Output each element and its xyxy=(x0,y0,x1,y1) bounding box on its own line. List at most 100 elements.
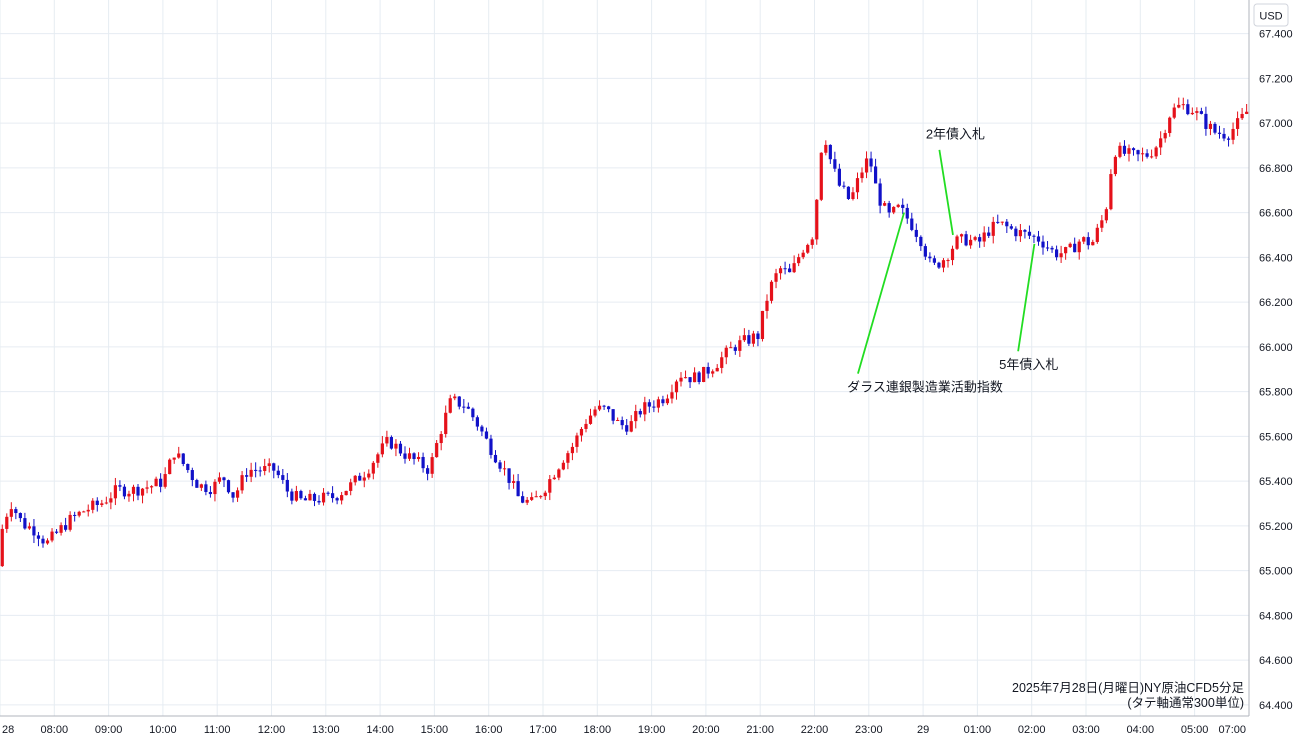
candle xyxy=(1045,241,1050,252)
candle xyxy=(95,497,99,512)
candle xyxy=(412,452,416,465)
candle xyxy=(398,440,403,457)
candle-body xyxy=(502,468,507,470)
candle xyxy=(444,405,448,438)
candle-body xyxy=(276,470,280,476)
candle-body xyxy=(855,178,860,193)
candle xyxy=(864,151,869,179)
candle-body xyxy=(1113,156,1118,175)
candle xyxy=(1235,111,1240,136)
candle-body xyxy=(724,347,728,358)
candle xyxy=(715,364,719,372)
candle xyxy=(344,490,348,496)
candle-body xyxy=(928,256,932,259)
x-tick-label: 20:00 xyxy=(692,724,720,736)
candle-body xyxy=(235,490,240,498)
candle xyxy=(186,463,190,473)
candle-body xyxy=(181,453,185,464)
candle-body xyxy=(254,469,258,471)
candle-body xyxy=(5,516,9,529)
annotation-line xyxy=(938,149,954,236)
candle-body xyxy=(991,221,995,236)
candle-body xyxy=(204,484,208,492)
candle xyxy=(0,524,4,567)
candle xyxy=(616,417,620,422)
candle xyxy=(733,344,737,355)
candle xyxy=(1000,221,1004,226)
candle-body xyxy=(941,260,946,268)
candle xyxy=(525,496,529,506)
candle xyxy=(131,484,136,502)
x-tick-label: 17:00 xyxy=(529,724,557,736)
price-axis[interactable]: 67.400 67.200 67.000 66.800 66.600 66.400 66.2… xyxy=(1259,29,1293,712)
candle xyxy=(783,261,787,275)
candle xyxy=(484,427,489,440)
candle xyxy=(665,394,670,406)
candle xyxy=(1190,107,1194,116)
candle xyxy=(792,255,796,274)
x-tick-label: 15:00 xyxy=(421,724,449,736)
currency-badge[interactable]: USD xyxy=(1253,3,1289,27)
candle xyxy=(828,144,832,164)
candle-body xyxy=(371,462,375,474)
candle-body xyxy=(869,158,873,167)
candle xyxy=(1036,230,1041,246)
candle xyxy=(801,249,805,260)
candle-body xyxy=(73,514,77,516)
candle-body xyxy=(778,268,783,274)
candle-body xyxy=(1177,104,1181,108)
candle xyxy=(340,491,344,505)
candle-body xyxy=(530,497,534,500)
candles xyxy=(0,97,1249,567)
candle xyxy=(163,467,167,489)
candle xyxy=(122,484,127,500)
candle-body xyxy=(1213,123,1217,133)
candle xyxy=(330,486,335,503)
candle xyxy=(1023,229,1027,239)
candle xyxy=(32,518,36,544)
candle xyxy=(335,496,339,505)
candle-body xyxy=(864,158,869,173)
x-tick-label: 03:00 xyxy=(1072,724,1100,736)
candle xyxy=(226,479,231,494)
candle xyxy=(380,436,384,458)
candle xyxy=(629,415,633,433)
currency-badge-box xyxy=(1253,3,1289,27)
candle xyxy=(742,328,746,343)
candle xyxy=(272,462,276,479)
candle xyxy=(774,268,778,289)
candle-body xyxy=(349,482,353,491)
candle xyxy=(118,480,122,492)
candle-body xyxy=(588,415,593,424)
candle-body xyxy=(919,236,923,247)
time-axis[interactable]: 28 08:00 09:00 10:00 11:00 12:00 13:00 14:00 15:… xyxy=(2,724,1246,736)
candle-body xyxy=(330,493,335,499)
candle-body xyxy=(258,470,262,472)
candle xyxy=(987,226,991,239)
candle xyxy=(1154,145,1158,159)
candle xyxy=(937,261,941,269)
candle xyxy=(901,198,905,215)
candle-body xyxy=(136,486,140,496)
candle-body xyxy=(873,166,878,184)
candle-body xyxy=(475,417,479,427)
candle-body xyxy=(914,229,918,237)
candle-body xyxy=(534,496,538,498)
candle-body xyxy=(1023,230,1027,232)
candle-body xyxy=(335,498,339,501)
candle-body xyxy=(1027,231,1032,236)
candle-body xyxy=(548,479,552,493)
candle-body xyxy=(394,443,398,449)
candle-body xyxy=(1064,247,1068,254)
candle xyxy=(570,442,575,461)
candle xyxy=(941,258,946,273)
x-tick-label: 01:00 xyxy=(964,724,992,736)
candle xyxy=(59,522,63,536)
candle xyxy=(878,178,882,214)
x-tick-label: 29 xyxy=(917,724,929,736)
candle-body xyxy=(1095,227,1099,242)
candle-body xyxy=(833,159,837,169)
candle-body xyxy=(45,540,50,544)
candle-body xyxy=(828,144,832,160)
